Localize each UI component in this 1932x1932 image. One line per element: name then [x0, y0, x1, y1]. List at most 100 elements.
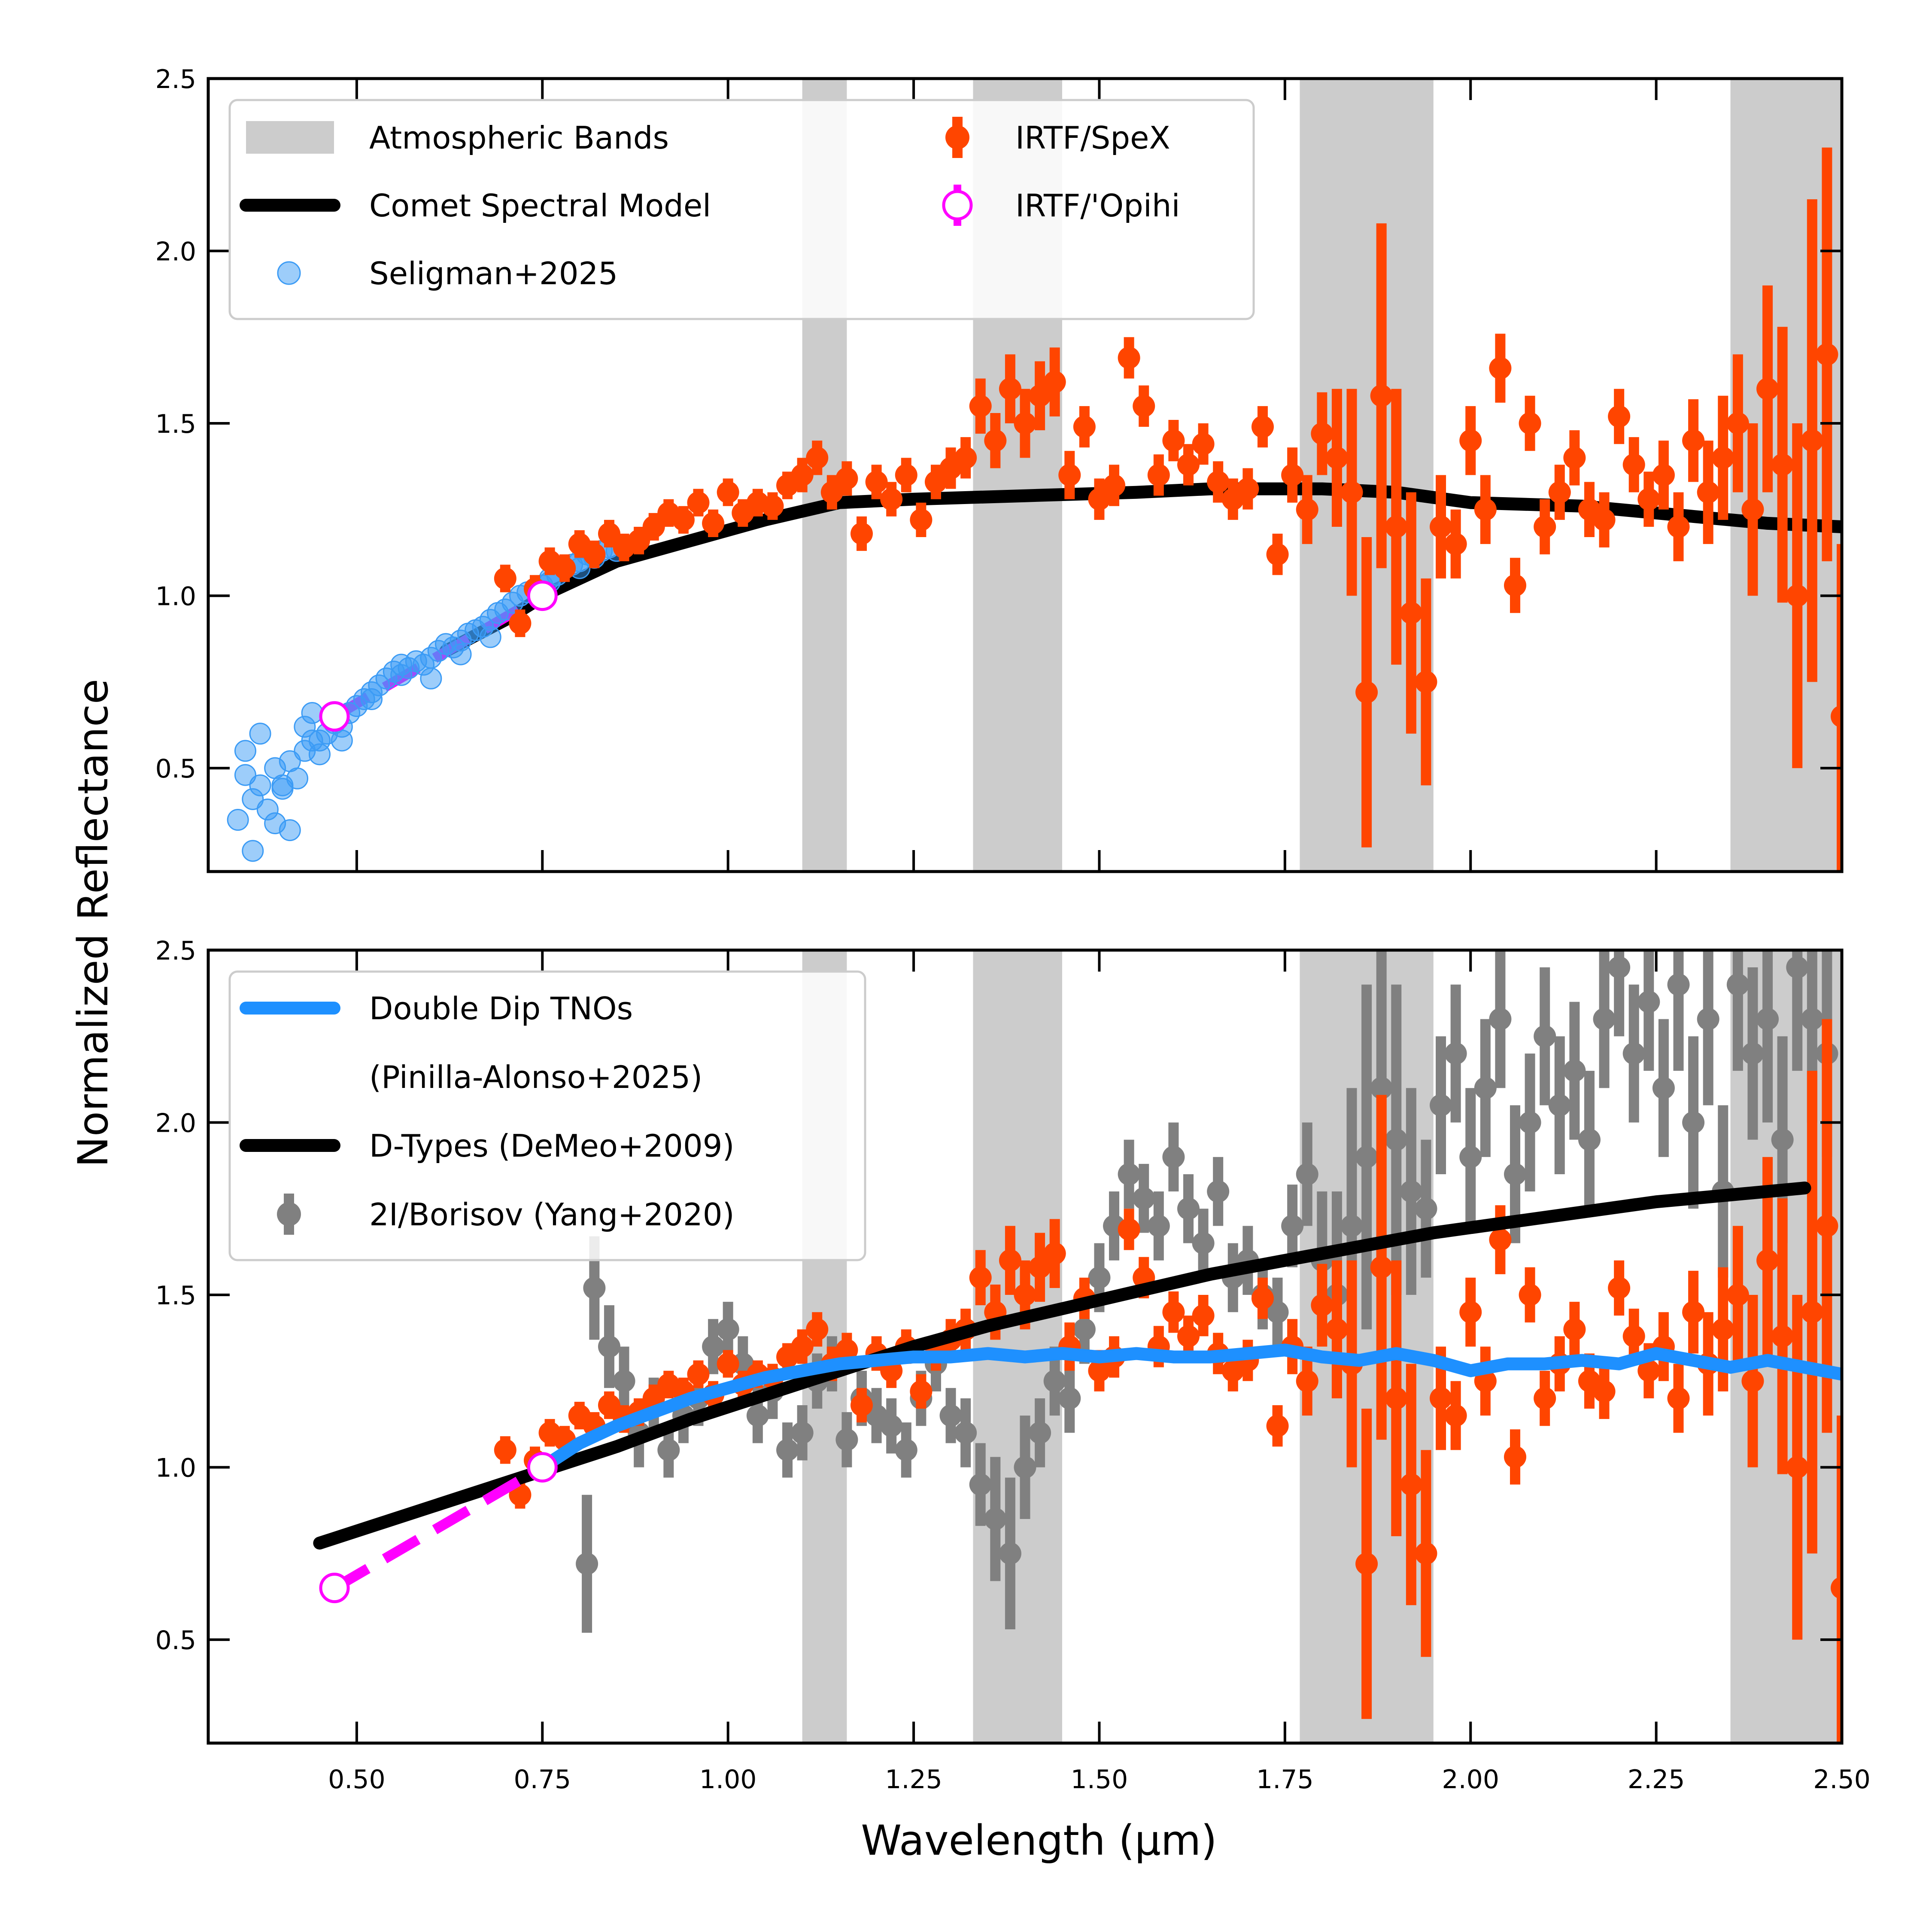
spex-point — [1504, 574, 1526, 597]
borisov-point — [613, 1370, 635, 1392]
seligman-point — [249, 723, 271, 745]
borisov-point — [1147, 1215, 1170, 1237]
spex-point — [1266, 543, 1289, 566]
y-tick-label: 0.5 — [155, 1625, 196, 1656]
borisov-point — [1622, 1042, 1645, 1065]
opihi-point — [319, 701, 350, 732]
legend: Atmospheric Bands Comet Spectral Model Sel… — [228, 99, 1255, 320]
spex-point — [895, 464, 917, 486]
borisov-point — [1786, 956, 1809, 979]
legend-label: Comet Spectral Model — [369, 188, 711, 224]
spex-point — [1162, 1301, 1185, 1324]
spex-point — [1637, 488, 1660, 510]
spex-point — [1534, 1387, 1556, 1410]
spex-point — [1430, 1387, 1452, 1410]
spex-point — [969, 1266, 992, 1289]
spex-point — [924, 471, 947, 493]
borisov-point — [1593, 1008, 1616, 1030]
legend-label: IRTF/SpeX — [1015, 120, 1170, 156]
spex-point — [1563, 447, 1586, 469]
spex-point — [1415, 671, 1437, 693]
spex-point — [820, 481, 843, 504]
borisov-point — [1207, 1180, 1230, 1203]
spex-point — [761, 495, 784, 517]
borisov-point — [1444, 1042, 1467, 1065]
spex-point — [999, 377, 1021, 400]
spex-point — [494, 1439, 516, 1461]
spex-point — [1444, 1404, 1467, 1427]
spex-point — [1325, 447, 1348, 469]
spex-point — [1682, 429, 1705, 452]
borisov-point — [835, 1428, 858, 1451]
spex-point — [954, 447, 977, 469]
opihi-point — [319, 1573, 350, 1604]
legend-label: Atmospheric Bands — [369, 120, 669, 156]
spex-point — [1519, 1284, 1541, 1306]
seligman-point — [234, 764, 256, 786]
borisov-point — [1548, 1094, 1571, 1117]
spex-point — [984, 429, 1007, 452]
legend-label: D-Types (DeMeo+2009) — [369, 1128, 735, 1164]
y-tick-label: 2.0 — [155, 237, 196, 267]
spex-point — [1697, 481, 1719, 504]
spex-point — [1103, 474, 1126, 497]
legend-errorbar-point-icon — [277, 1202, 301, 1226]
borisov-point — [1667, 973, 1690, 996]
legend: Double Dip TNOs (Pinilla-Alonso+2025) D-Ty… — [228, 970, 866, 1261]
bottom-panel: 0.50 0.75 1.00 1.25 1.50 1.75 2.00 2.25 2.50 0.5 1… — [155, 936, 1871, 1795]
spex-point — [1088, 1359, 1111, 1382]
legend-label: 2I/Borisov (Yang+2020) — [369, 1197, 735, 1233]
borisov-point — [1801, 1008, 1823, 1030]
borisov-point — [1058, 1387, 1081, 1410]
borisov-point — [1608, 956, 1631, 979]
legend-errorbar-point-icon — [945, 125, 969, 149]
spex-point — [1489, 357, 1512, 380]
spex-point — [1771, 1325, 1794, 1348]
borisov-point — [1652, 1077, 1675, 1100]
spex-point — [687, 491, 710, 514]
borisov-point — [1177, 1197, 1200, 1220]
borisov-point — [1385, 1128, 1408, 1151]
spex-point — [1029, 384, 1051, 407]
borisov-point — [1489, 1008, 1512, 1030]
spex-point — [509, 612, 532, 635]
spex-point — [1207, 471, 1230, 493]
seligman-point — [234, 740, 256, 762]
legend-box — [228, 970, 866, 1261]
borisov-point — [1637, 990, 1660, 1013]
spex-point — [969, 395, 992, 417]
seligman-point — [249, 774, 271, 796]
borisov-point — [1281, 1215, 1304, 1237]
spex-point — [865, 471, 888, 493]
spex-point — [1459, 1301, 1482, 1324]
borisov-point — [1697, 1008, 1719, 1030]
borisov-point — [984, 1508, 1007, 1531]
spex-point — [1400, 601, 1422, 624]
spex-point — [1534, 515, 1556, 538]
borisov-point — [1726, 973, 1749, 996]
spex-point — [1504, 1446, 1526, 1468]
spex-point — [1311, 422, 1334, 445]
y-tick-label: 0.5 — [155, 754, 196, 784]
spex-point — [1756, 377, 1779, 400]
legend-label: Double Dip TNOs — [369, 990, 633, 1027]
borisov-point — [1192, 1232, 1215, 1255]
legend-open-circle-icon — [942, 190, 973, 221]
spex-point — [1593, 508, 1616, 531]
spex-point — [1816, 1215, 1838, 1237]
spex-point — [1741, 1370, 1764, 1392]
borisov-point — [880, 1415, 903, 1437]
seligman-point — [227, 809, 249, 831]
spex-point — [1444, 533, 1467, 556]
spex-point — [1088, 488, 1111, 510]
spex-point — [1251, 1287, 1274, 1310]
y-tick-label: 1.0 — [155, 582, 196, 612]
x-tick-label: 1.50 — [1071, 1765, 1128, 1795]
spex-point — [717, 481, 739, 504]
legend-patch-icon — [246, 121, 334, 154]
spex-point — [1563, 1318, 1586, 1341]
spex-point — [1622, 1325, 1645, 1348]
spex-point — [628, 529, 650, 552]
spex-point — [835, 1339, 858, 1361]
borisov-point — [702, 1335, 725, 1358]
